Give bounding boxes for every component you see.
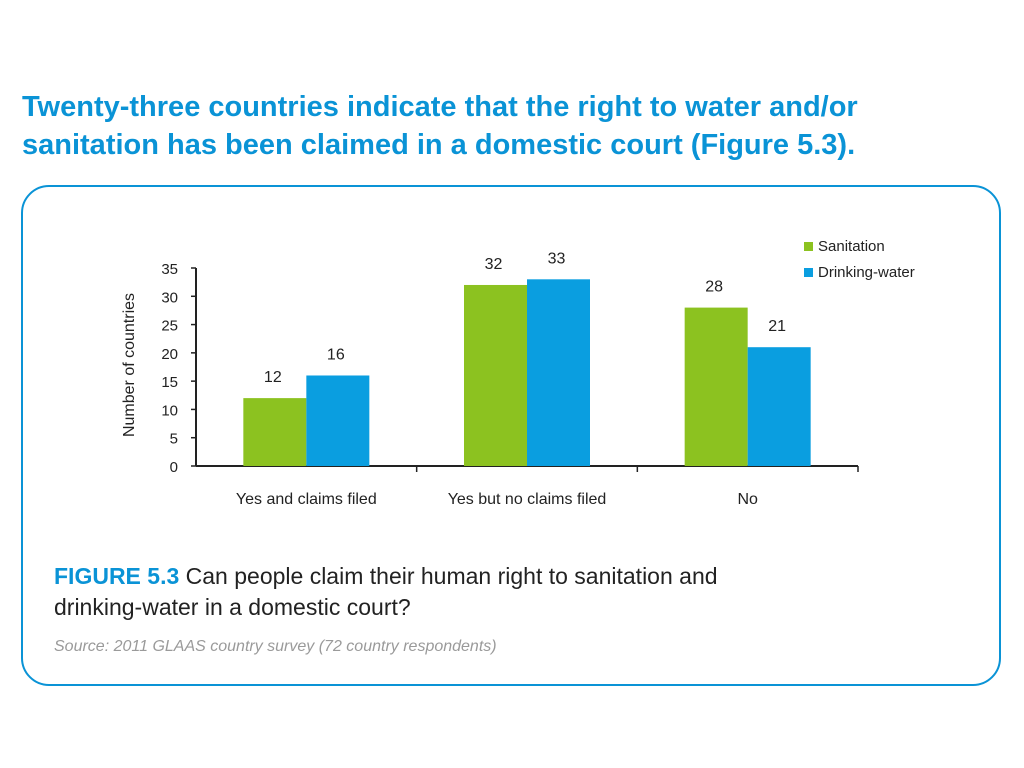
y-tick-label: 0 (170, 459, 178, 476)
figure-panel (21, 185, 1001, 686)
bar-sanitation (243, 398, 307, 466)
figure-number: FIGURE 5.3 (54, 563, 180, 589)
y-tick-label: 15 (161, 374, 178, 391)
x-tick-label: Yes and claims filed (236, 491, 377, 508)
source-note: Source: 2011 GLAAS country survey (72 co… (54, 638, 497, 655)
y-tick-label: 20 (161, 346, 178, 363)
data-label: 21 (768, 318, 786, 335)
headline: Twenty-three countries indicate that the… (22, 88, 1002, 164)
bar-sanitation (464, 284, 527, 466)
data-label: 28 (705, 279, 723, 296)
bar-sanitation (684, 307, 748, 466)
y-tick-label: 5 (170, 431, 178, 448)
headline-line-1: Twenty-three countries indicate that the… (22, 91, 858, 123)
y-tick-label: 25 (161, 318, 178, 335)
legend-label: Sanitation (818, 238, 885, 255)
figure-caption: FIGURE 5.3 Can people claim their human … (54, 561, 954, 623)
bar-drinking-water (527, 279, 590, 466)
headline-line-2: sanitation has been claimed in a domesti… (22, 129, 856, 161)
bar-drinking-water (306, 375, 370, 466)
x-tick-label: No (737, 491, 758, 508)
x-tick-label: Yes but no claims filed (448, 491, 607, 508)
y-tick-label: 30 (161, 289, 178, 306)
y-tick-label: 35 (161, 261, 178, 278)
data-label: 12 (264, 369, 282, 386)
y-axis-label: Number of countries (121, 293, 138, 437)
legend-label: Drinking-water (818, 264, 915, 281)
data-label: 33 (548, 250, 566, 267)
data-label: 16 (327, 346, 345, 363)
bar-drinking-water (747, 347, 811, 466)
figure-caption-line-2: drinking-water in a domestic court? (54, 594, 411, 620)
y-tick-label: 10 (161, 402, 178, 419)
data-label: 32 (485, 256, 503, 273)
figure-caption-line-1: Can people claim their human right to sa… (185, 563, 718, 589)
legend-swatch (804, 268, 813, 277)
legend-swatch (804, 242, 813, 251)
